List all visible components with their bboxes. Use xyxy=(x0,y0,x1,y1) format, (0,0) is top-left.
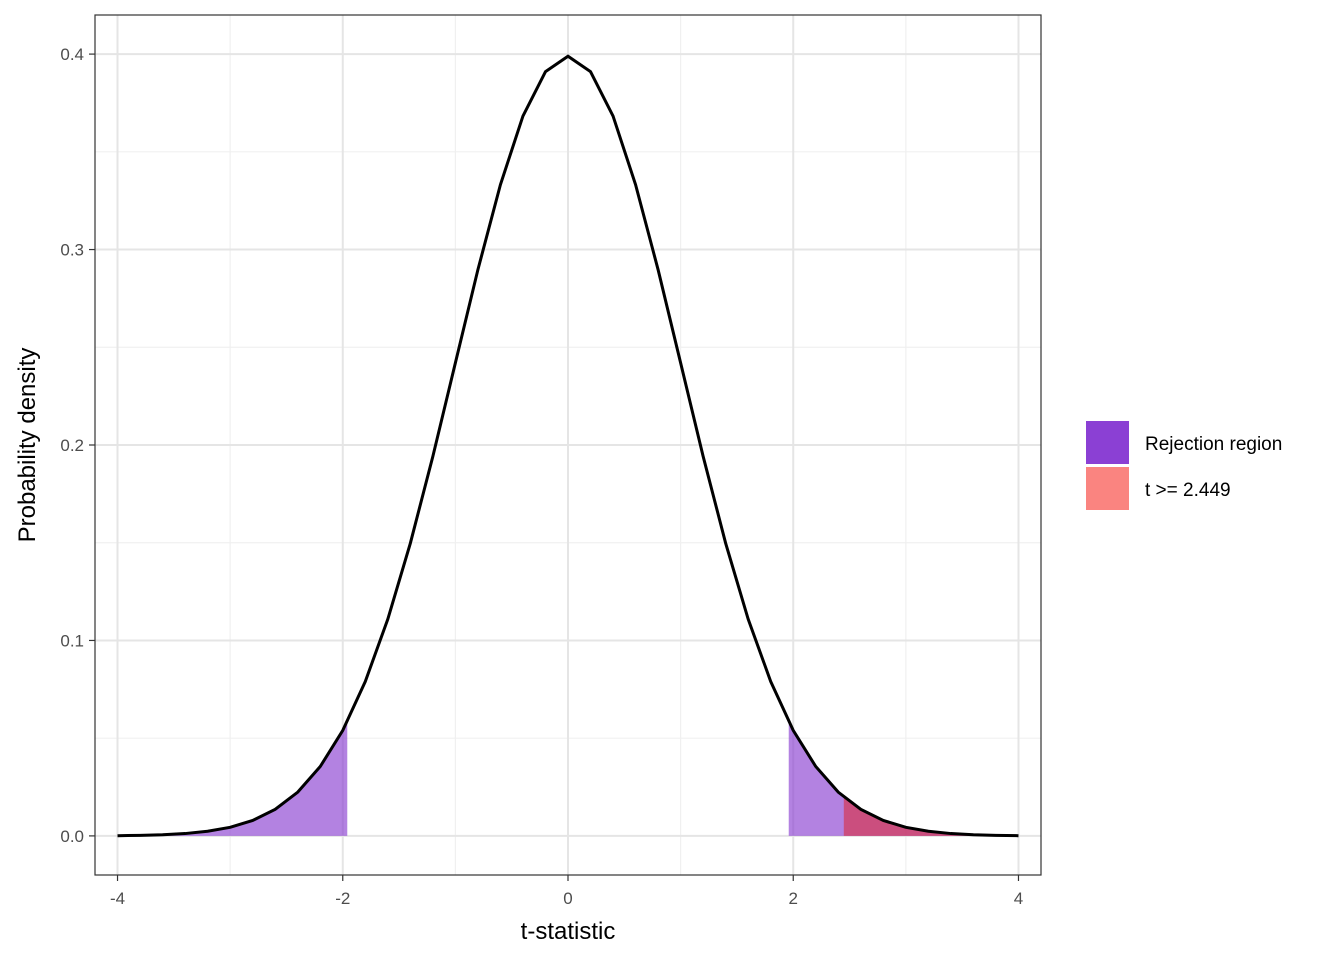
x-axis-title: t-statistic xyxy=(521,918,616,945)
y-tick-label: 0.1 xyxy=(60,631,84,650)
x-tick-label: 0 xyxy=(563,889,572,908)
y-tick-label: 0.3 xyxy=(60,241,84,260)
area-observed-tail xyxy=(843,797,1019,836)
legend-label: Rejection region xyxy=(1145,434,1282,455)
y-tick-label: 0.2 xyxy=(60,436,84,455)
x-tick-label: 2 xyxy=(789,889,798,908)
area-rejection-region xyxy=(117,721,348,836)
legend-key-observed-tail xyxy=(1086,467,1129,510)
density-curve xyxy=(117,54,1019,838)
y-axis-title: Probability density xyxy=(14,348,41,543)
y-axis-ticks: 0.0 0.1 0.2 0.3 0.4 xyxy=(60,45,95,846)
y-tick-label: 0.4 xyxy=(60,45,84,64)
legend: Rejection region t >= 2.449 xyxy=(1086,421,1282,510)
x-axis-ticks: -4 -2 0 2 4 xyxy=(110,875,1023,908)
area-rejection-region xyxy=(788,721,1019,836)
legend-key-rejection-region xyxy=(1086,421,1129,464)
legend-label: t >= 2.449 xyxy=(1145,480,1231,501)
y-tick-label: 0.0 xyxy=(60,827,84,846)
x-tick-label: -2 xyxy=(335,889,350,908)
grid-major xyxy=(95,15,1041,875)
x-tick-label: 4 xyxy=(1014,889,1023,908)
shaded-areas xyxy=(117,721,1019,836)
x-tick-label: -4 xyxy=(110,889,125,908)
